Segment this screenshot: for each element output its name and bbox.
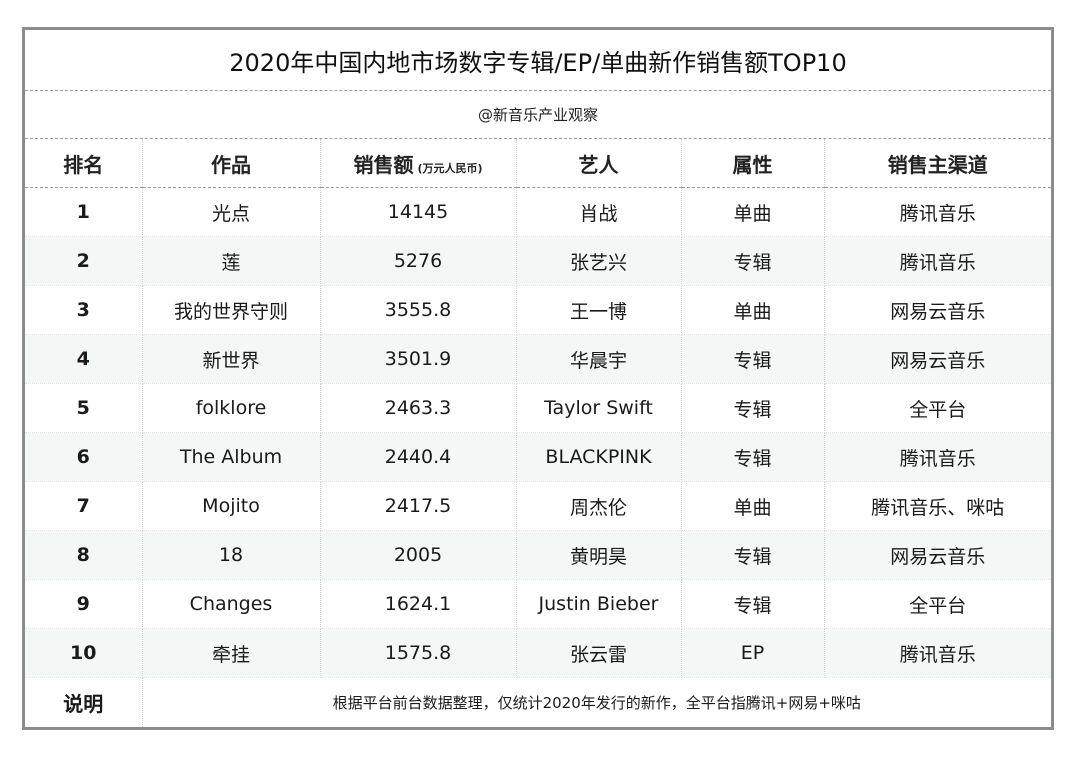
cell-sales: 3555.8: [320, 285, 517, 335]
header-sales: 销售额 (万元人民币): [320, 139, 517, 188]
cell-rank: 6: [25, 432, 143, 482]
cell-channel: 腾讯音乐、咪咕: [824, 481, 1051, 531]
cell-work: folklore: [142, 383, 321, 433]
cell-work: Mojito: [142, 481, 321, 531]
cell-sales: 5276: [320, 236, 517, 286]
cell-artist: 黄明昊: [516, 530, 682, 580]
cell-channel: 腾讯音乐: [824, 187, 1051, 237]
header-sales-label: 销售额: [353, 152, 414, 177]
cell-type: 专辑: [681, 383, 825, 433]
note-label: 说明: [25, 677, 143, 727]
header-sales-unit: (万元人民币): [417, 161, 483, 175]
table-row: 6 The Album 2440.4 BLACKPINK 专辑 腾讯音乐: [25, 432, 1051, 482]
note-row: 说明 根据平台前台数据整理，仅统计2020年发行的新作，全平台指腾讯+网易+咪咕: [25, 677, 1051, 727]
cell-artist: 张艺兴: [516, 236, 682, 286]
table-row: 1 光点 14145 肖战 单曲 腾讯音乐: [25, 187, 1051, 237]
header-channel: 销售主渠道: [824, 139, 1051, 188]
sales-ranking-table: 排名 作品 销售额 (万元人民币) 艺人 属性 销售主渠道 1 光点 14145 …: [25, 139, 1051, 727]
cell-type: 单曲: [681, 285, 825, 335]
cell-type: 专辑: [681, 334, 825, 384]
cell-rank: 9: [25, 579, 143, 629]
cell-sales: 2440.4: [320, 432, 517, 482]
table-row: 8 18 2005 黄明昊 专辑 网易云音乐: [25, 530, 1051, 580]
cell-sales: 2005: [320, 530, 517, 580]
cell-rank: 7: [25, 481, 143, 531]
cell-sales: 1624.1: [320, 579, 517, 629]
cell-sales: 2417.5: [320, 481, 517, 531]
cell-work: 牵挂: [142, 628, 321, 678]
cell-artist: 肖战: [516, 187, 682, 237]
cell-rank: 8: [25, 530, 143, 580]
cell-artist: Justin Bieber: [516, 579, 682, 629]
page-title: 2020年中国内地市场数字专辑/EP/单曲新作销售额TOP10: [25, 30, 1051, 91]
cell-channel: 腾讯音乐: [824, 236, 1051, 286]
cell-sales: 14145: [320, 187, 517, 237]
cell-type: 单曲: [681, 187, 825, 237]
cell-artist: Taylor Swift: [516, 383, 682, 433]
cell-rank: 2: [25, 236, 143, 286]
source-credit: @新音乐产业观察: [25, 91, 1051, 139]
table-row: 9 Changes 1624.1 Justin Bieber 专辑 全平台: [25, 579, 1051, 629]
table-row: 4 新世界 3501.9 华晨宇 专辑 网易云音乐: [25, 334, 1051, 384]
cell-sales: 3501.9: [320, 334, 517, 384]
cell-type: 单曲: [681, 481, 825, 531]
cell-type: 专辑: [681, 236, 825, 286]
table-header-row: 排名 作品 销售额 (万元人民币) 艺人 属性 销售主渠道: [25, 139, 1051, 188]
cell-artist: 周杰伦: [516, 481, 682, 531]
cell-work: The Album: [142, 432, 321, 482]
cell-channel: 网易云音乐: [824, 285, 1051, 335]
header-work: 作品: [142, 139, 321, 188]
cell-rank: 5: [25, 383, 143, 433]
cell-sales: 2463.3: [320, 383, 517, 433]
cell-artist: 华晨宇: [516, 334, 682, 384]
cell-work: 我的世界守则: [142, 285, 321, 335]
cell-type: EP: [681, 628, 825, 678]
cell-channel: 网易云音乐: [824, 334, 1051, 384]
ranking-table-card: 2020年中国内地市场数字专辑/EP/单曲新作销售额TOP10 @新音乐产业观察…: [22, 27, 1054, 730]
header-artist: 艺人: [516, 139, 682, 188]
cell-artist: 王一博: [516, 285, 682, 335]
table-row: 2 莲 5276 张艺兴 专辑 腾讯音乐: [25, 236, 1051, 286]
table-row: 7 Mojito 2417.5 周杰伦 单曲 腾讯音乐、咪咕: [25, 481, 1051, 531]
cell-work: 莲: [142, 236, 321, 286]
cell-type: 专辑: [681, 579, 825, 629]
cell-rank: 4: [25, 334, 143, 384]
header-type: 属性: [681, 139, 825, 188]
cell-work: 光点: [142, 187, 321, 237]
cell-channel: 全平台: [824, 383, 1051, 433]
cell-sales: 1575.8: [320, 628, 517, 678]
cell-work: 18: [142, 530, 321, 580]
cell-type: 专辑: [681, 432, 825, 482]
cell-work: 新世界: [142, 334, 321, 384]
cell-artist: 张云雷: [516, 628, 682, 678]
note-text: 根据平台前台数据整理，仅统计2020年发行的新作，全平台指腾讯+网易+咪咕: [142, 677, 1051, 727]
header-rank: 排名: [25, 139, 143, 188]
cell-work: Changes: [142, 579, 321, 629]
cell-channel: 腾讯音乐: [824, 432, 1051, 482]
table-row: 5 folklore 2463.3 Taylor Swift 专辑 全平台: [25, 383, 1051, 433]
table-row: 10 牵挂 1575.8 张云雷 EP 腾讯音乐: [25, 628, 1051, 678]
cell-rank: 3: [25, 285, 143, 335]
cell-channel: 腾讯音乐: [824, 628, 1051, 678]
cell-artist: BLACKPINK: [516, 432, 682, 482]
cell-channel: 全平台: [824, 579, 1051, 629]
table-row: 3 我的世界守则 3555.8 王一博 单曲 网易云音乐: [25, 285, 1051, 335]
cell-channel: 网易云音乐: [824, 530, 1051, 580]
cell-rank: 1: [25, 187, 143, 237]
cell-rank: 10: [25, 628, 143, 678]
cell-type: 专辑: [681, 530, 825, 580]
